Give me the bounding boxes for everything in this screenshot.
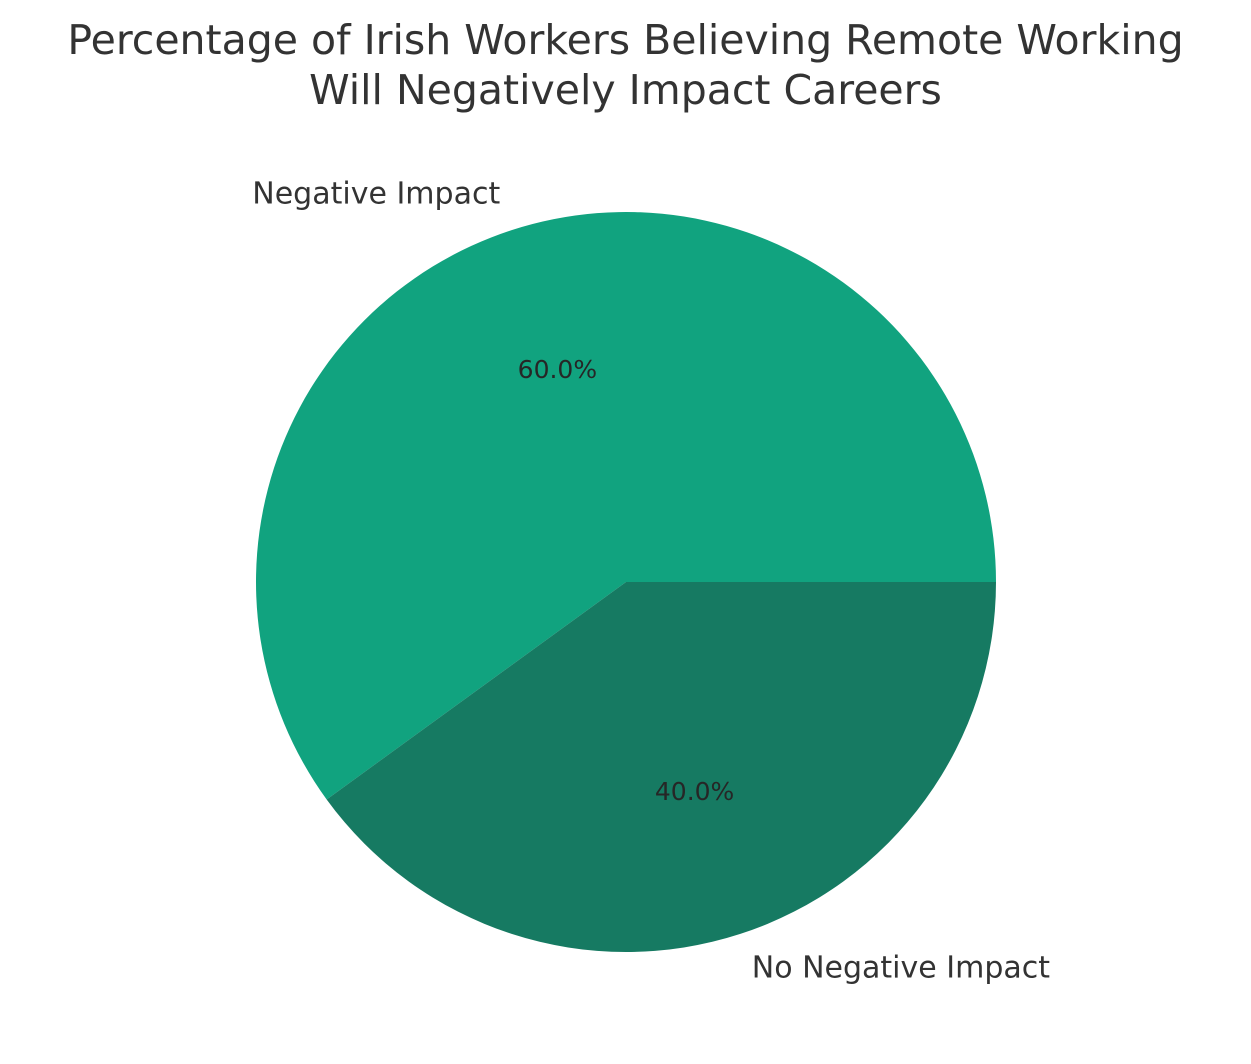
pie-slices [255, 211, 997, 952]
chart-title: Percentage of Irish Workers Believing Re… [67, 16, 1183, 114]
chart-title-line-1: Percentage of Irish Workers Believing Re… [67, 16, 1183, 64]
pie-labels: Negative Impact 60.0% No Negative Impact 40… [252, 176, 1050, 985]
pie-slice-no-negative-impact [326, 582, 997, 952]
slice-label-no-negative-impact: No Negative Impact [752, 951, 1050, 986]
pie-slice-negative-impact [255, 211, 996, 800]
chart-title-line-2: Will Negatively Impact Careers [309, 66, 942, 114]
percent-label-no-negative-impact: 40.0% [655, 777, 734, 806]
slice-label-negative-impact: Negative Impact [252, 176, 500, 211]
percent-label-negative-impact: 60.0% [518, 355, 597, 384]
